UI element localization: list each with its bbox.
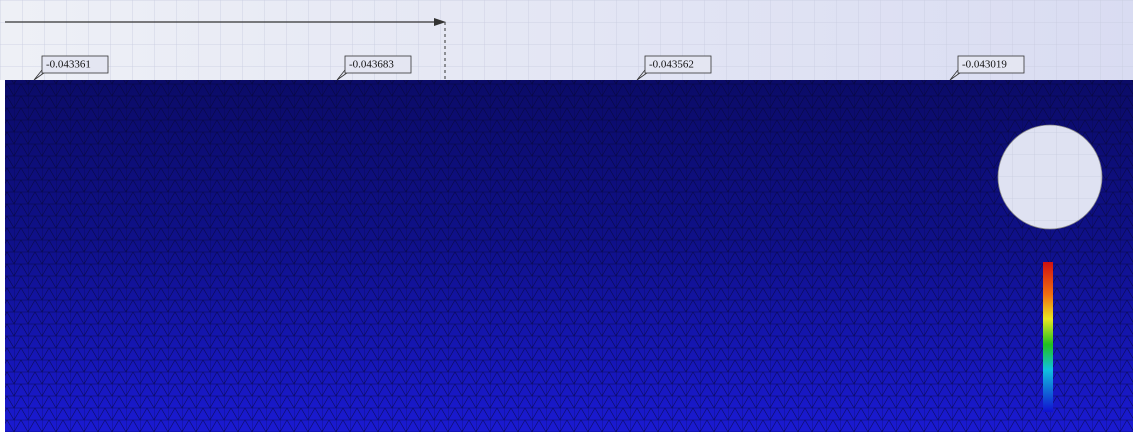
probe-value: -0.043361 (46, 59, 91, 71)
probe-value: -0.043683 (349, 59, 394, 71)
simulation-view: -0.043361 -0.043683 -0.043562 -0.043019 (0, 0, 1133, 432)
probe-value: -0.043562 (649, 59, 694, 71)
mesh (5, 80, 1133, 432)
hole-grid (998, 125, 1102, 229)
probe-value: -0.043019 (962, 59, 1007, 71)
color-bar (1043, 262, 1053, 412)
